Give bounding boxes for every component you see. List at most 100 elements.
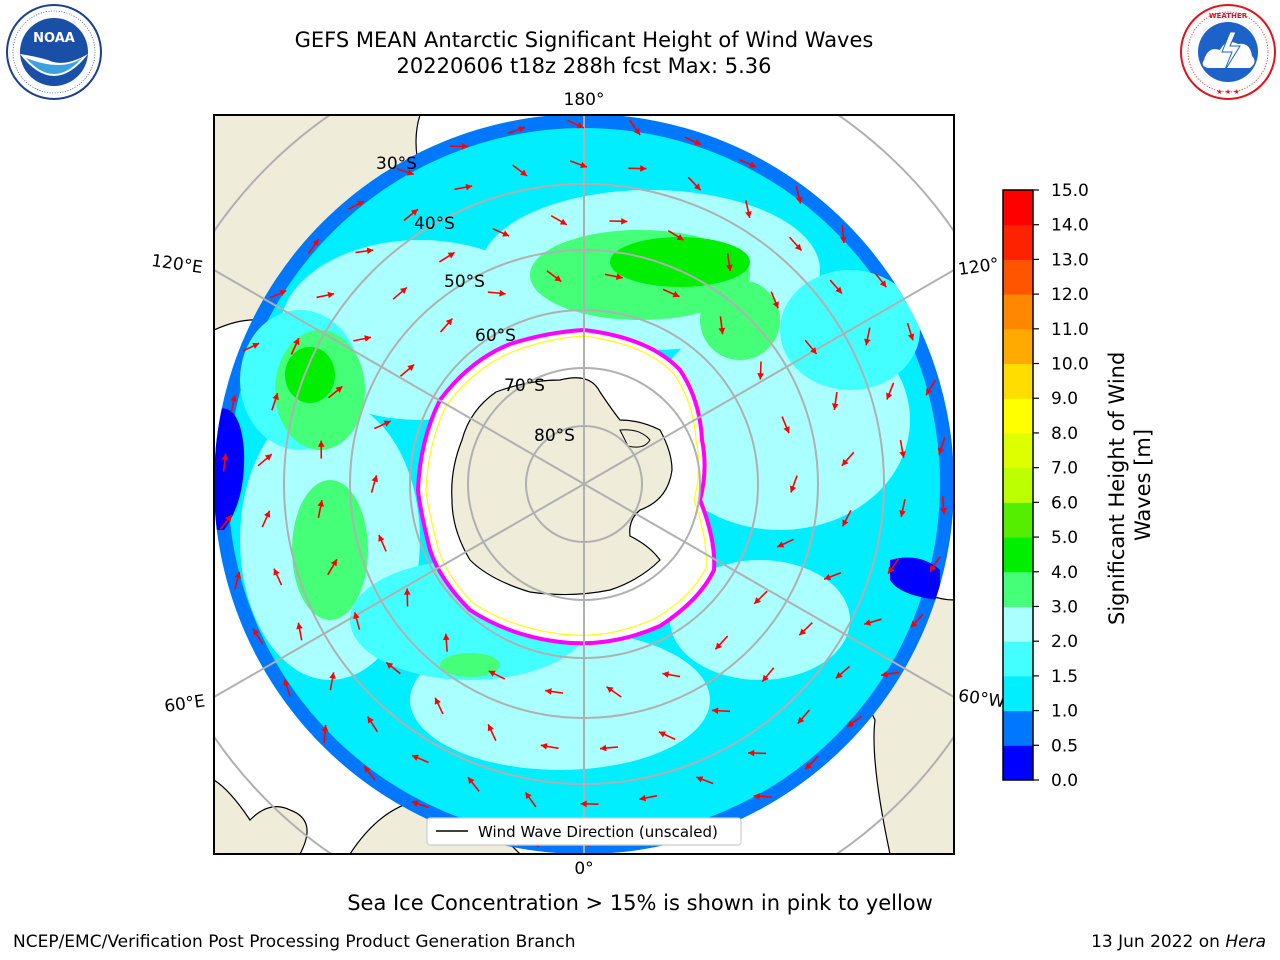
wave-vector-head	[317, 440, 325, 447]
wave-vector-head	[293, 338, 300, 346]
colorbar-bin	[1003, 467, 1033, 503]
wave-vector-head	[487, 724, 494, 732]
wave-vector-head	[794, 243, 802, 251]
colorbar-label: Significant Height of Wind Waves [m]	[1105, 345, 1155, 625]
lon-label-180: 180°	[564, 90, 605, 110]
wave-vector-head	[929, 564, 937, 572]
chart-title: GEFS MEAN Antarctic Significant Height o…	[294, 28, 874, 52]
wave-vector-head	[407, 364, 415, 372]
wave-vector-head	[434, 697, 441, 705]
wave-vector-head	[783, 426, 790, 434]
wave-vector-head	[327, 291, 335, 299]
wave-vector-head	[718, 327, 726, 335]
lon-label-120w: 120°	[957, 254, 1000, 280]
wave-vector-head	[411, 754, 419, 761]
wave-vector-head	[321, 724, 329, 732]
wave-vector-head	[383, 420, 391, 427]
wave-vector-head	[940, 507, 947, 515]
wave-vector-head	[888, 566, 895, 574]
wave-vector-head	[797, 716, 805, 724]
wave-vector-head	[879, 280, 887, 288]
wave-vector-head	[886, 392, 893, 400]
wave-vector-head	[488, 670, 496, 677]
wave-vector-head	[364, 335, 371, 342]
svg-text:★ ★ ★: ★ ★ ★	[1216, 88, 1239, 96]
wave-vector-head	[694, 139, 702, 146]
colorbar-bin	[1003, 363, 1033, 399]
wave-vector-head	[640, 165, 647, 172]
colorbar-tick-label: 13.0	[1051, 250, 1089, 270]
wave-vector-head	[772, 301, 779, 309]
wave-vector-head	[864, 619, 872, 626]
footer-date: 13 Jun 2022 on Hera	[1091, 932, 1266, 952]
colorbar-bin	[1003, 432, 1033, 469]
colorbar-bin	[1003, 190, 1033, 226]
lon-label-60e: 60°E	[163, 691, 206, 716]
wave-vector-head	[330, 559, 337, 567]
wave-vector-head	[715, 642, 723, 650]
colorbar-bin	[1003, 606, 1033, 642]
wave-vector-head	[225, 515, 232, 523]
wave-vector-head	[312, 239, 319, 247]
wave-vector-head	[465, 183, 473, 191]
wave-vector-head	[910, 620, 918, 628]
wave-vector-head	[757, 373, 764, 380]
colorbar-tick-label: 10.0	[1051, 355, 1089, 375]
wave-vector-head	[937, 447, 945, 455]
footer-date-text: 13 Jun 2022 on	[1091, 932, 1226, 952]
colorbar-tick-label: 14.0	[1051, 216, 1089, 236]
wave-vector-head	[926, 388, 933, 396]
lat-label-30s: 30°S	[376, 154, 417, 174]
lat-label-60s: 60°S	[475, 326, 516, 346]
wave-vector-head	[540, 742, 548, 750]
wave-vector-head	[230, 395, 237, 402]
colorbar-tick-label: 1.5	[1051, 667, 1078, 687]
colorbar-bin	[1003, 571, 1033, 607]
wave-vector-head	[447, 252, 455, 259]
wave-vector-head	[364, 766, 371, 773]
lon-label-120e: 120°E	[150, 251, 204, 278]
wave-vector-head	[658, 731, 666, 738]
wave-vector-head	[411, 209, 418, 216]
wave-vector-head	[676, 234, 684, 241]
wave-vector-head	[795, 196, 803, 204]
wave-vector-head	[748, 749, 755, 757]
wave-vector-head	[317, 500, 325, 507]
wave-vector-head	[805, 762, 813, 770]
svg-text:NOAA: NOAA	[33, 31, 75, 46]
colorbar-tick-label: 1.0	[1051, 702, 1078, 722]
wave-vector-head	[633, 128, 641, 136]
legend-label: Wind Wave Direction (unscaled)	[478, 823, 718, 841]
wave-vector-head	[371, 475, 379, 483]
wave-vector-head	[576, 122, 584, 129]
wave-vector-head	[367, 716, 374, 724]
wave-vector-head	[580, 800, 587, 808]
nws-logo-icon: WEATHER ★ ★ ★	[1180, 4, 1276, 100]
wave-vector-head	[907, 333, 915, 341]
colorbar-bin	[1003, 641, 1033, 677]
colorbar-bin	[1003, 745, 1033, 781]
wave-vector-head	[559, 218, 567, 225]
wave-vector-head	[835, 671, 843, 679]
wave-vector-head	[518, 126, 525, 133]
wave-vector-head	[502, 230, 510, 237]
wave-vector-head	[754, 597, 761, 604]
colorbar-bin	[1003, 328, 1033, 365]
wave-vector-head	[403, 588, 411, 595]
wave-vector-head	[711, 707, 719, 715]
lon-label-0: 0°	[574, 859, 593, 879]
colorbar-bin	[1003, 294, 1033, 330]
colorbar-bin	[1003, 398, 1033, 434]
wind-wave-vectors	[219, 119, 947, 849]
wave-vector-head	[799, 628, 807, 636]
colorbar-tick-label: 6.0	[1051, 493, 1078, 513]
wave-vector-head	[864, 338, 871, 346]
lon-label-60w: 60°W	[957, 686, 1006, 712]
colorbar-bin	[1003, 259, 1033, 295]
wave-vector-head	[842, 519, 849, 527]
wave-vector-head	[831, 403, 839, 410]
colorbar-bin	[1003, 537, 1033, 573]
meridian-lines	[214, 115, 954, 854]
wave-vector-head	[639, 794, 647, 802]
